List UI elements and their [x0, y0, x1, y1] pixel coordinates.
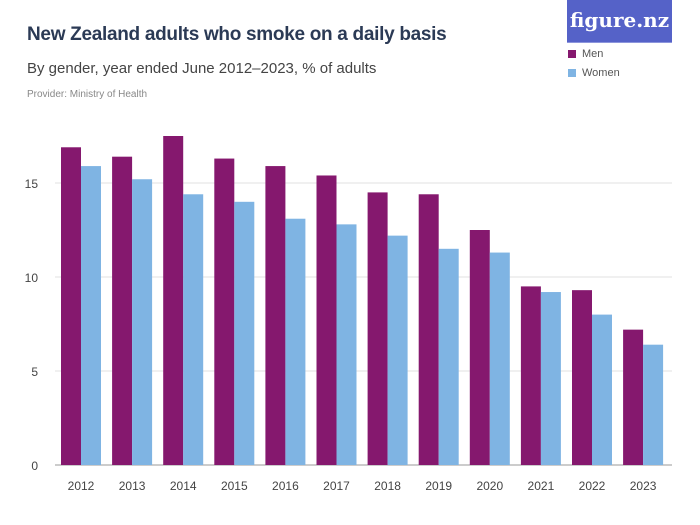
bar-women-2015 — [234, 201, 255, 466]
bar-men-2019 — [418, 194, 439, 465]
x-tick-label: 2012 — [68, 479, 95, 493]
y-tick-label: 15 — [25, 177, 39, 191]
bar-women-2021 — [540, 292, 561, 465]
x-tick-label: 2020 — [476, 479, 503, 493]
bar-men-2022 — [572, 290, 592, 465]
bar-men-2017 — [316, 175, 337, 466]
y-tick-label: 0 — [31, 459, 38, 473]
bar-men-2015 — [214, 158, 235, 465]
bar-men-2013 — [112, 156, 133, 465]
bar-women-2012 — [81, 166, 101, 465]
legend-item-women: Women — [568, 67, 620, 79]
x-tick-label: 2013 — [119, 479, 146, 493]
bar-women-2019 — [438, 248, 459, 465]
bar-women-2023 — [643, 344, 664, 465]
bar-women-2020 — [489, 252, 510, 465]
bar-men-2021 — [520, 286, 541, 465]
bar-men-2014 — [163, 136, 184, 465]
provider-label: Provider: Ministry of Health — [27, 89, 148, 100]
bar-women-2022 — [592, 314, 612, 465]
bar-men-2023 — [623, 329, 644, 465]
y-tick-label: 10 — [25, 271, 39, 285]
bar-women-2016 — [285, 218, 306, 465]
legend-item-men: Men — [568, 48, 603, 60]
bar-men-2012 — [61, 147, 81, 465]
x-tick-label: 2017 — [323, 479, 350, 493]
bar-women-2014 — [183, 194, 204, 465]
bar-men-2018 — [367, 192, 388, 465]
x-tick-label: 2021 — [528, 479, 555, 493]
bar-women-2013 — [132, 179, 153, 466]
chart-subtitle: By gender, year ended June 2012–2023, % … — [27, 60, 377, 77]
legend-swatch-men — [568, 50, 576, 58]
x-tick-label: 2022 — [579, 479, 606, 493]
legend-swatch-women — [568, 69, 576, 77]
figure-nz-logo[interactable]: figure.nz — [567, 0, 672, 43]
x-tick-label: 2023 — [630, 479, 657, 493]
bar-men-2016 — [265, 166, 286, 465]
x-tick-label: 2015 — [221, 479, 248, 493]
x-tick-label: 2014 — [170, 479, 197, 493]
x-tick-label: 2019 — [425, 479, 452, 493]
bar-men-2020 — [469, 230, 490, 465]
legend-label-men: Men — [582, 48, 604, 60]
bar-women-2017 — [336, 224, 357, 465]
y-tick-label: 5 — [31, 365, 38, 379]
chart-title: New Zealand adults who smoke on a daily … — [27, 24, 447, 45]
x-tick-label: 2018 — [374, 479, 401, 493]
x-tick-label: 2016 — [272, 479, 299, 493]
legend-label-women: Women — [582, 67, 620, 79]
bar-women-2018 — [387, 235, 408, 465]
